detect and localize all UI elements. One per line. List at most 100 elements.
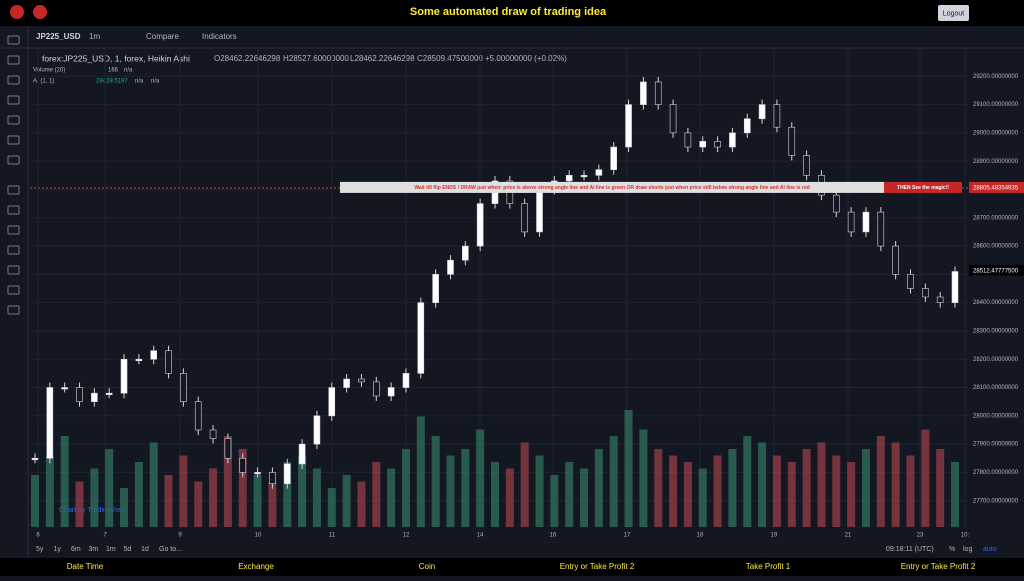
compare-button[interactable]: Compare <box>146 32 179 41</box>
candle-body <box>610 146 618 170</box>
candle-body <box>120 358 128 394</box>
range-button[interactable]: 5d <box>124 546 132 553</box>
tool-icon[interactable] <box>7 115 20 125</box>
y-tick-label: 29000.00000000 <box>973 130 1019 136</box>
volume-bar <box>609 436 618 527</box>
tool-icon[interactable] <box>7 245 20 255</box>
volume-na: n/a <box>124 68 133 74</box>
last-price-box <box>969 264 1024 276</box>
candle-body <box>224 438 232 459</box>
ai-na: n/a <box>151 79 160 85</box>
volume-name: Volume (20) <box>33 68 65 74</box>
candle-body <box>832 194 840 213</box>
range-button[interactable]: 6m <box>71 546 81 553</box>
tool-icon[interactable] <box>7 95 20 105</box>
candle-body <box>254 472 261 475</box>
candle-body <box>194 401 202 431</box>
volume-bar <box>683 462 692 527</box>
clock: 09:18:11 (UTC) <box>886 546 934 553</box>
volume-bar <box>520 442 529 527</box>
volume-bar <box>951 462 959 527</box>
volume-bar <box>164 475 173 527</box>
banner-magic: THEN See the magic!! <box>897 185 949 191</box>
candle-body <box>521 203 528 233</box>
auto-toggle[interactable]: auto <box>983 546 997 553</box>
logout-label[interactable]: Logout <box>943 10 964 17</box>
tool-icon[interactable] <box>7 265 20 275</box>
tool-icon[interactable] <box>7 225 20 235</box>
legend-low: L28462.22646298 <box>350 54 415 63</box>
top-bar <box>0 0 1024 26</box>
volume-bar <box>550 475 559 527</box>
range-button[interactable]: 3m <box>89 546 99 553</box>
tool-icon[interactable] <box>7 55 20 65</box>
tool-icon[interactable] <box>7 135 20 145</box>
candle-body <box>91 392 98 402</box>
volume-bar <box>401 449 410 527</box>
log-toggle[interactable]: log <box>963 546 972 553</box>
y-tick-label: 28700.00000000 <box>973 215 1019 221</box>
range-button[interactable]: 5y <box>36 546 44 553</box>
volume-bar <box>921 429 930 527</box>
volume-bar <box>461 449 470 527</box>
volume-bar <box>906 455 915 527</box>
volume-bar <box>238 449 247 527</box>
candle-body <box>31 457 39 461</box>
volume-bar <box>861 449 870 527</box>
x-tick-label: 23 <box>917 533 924 539</box>
candle-body <box>595 169 603 176</box>
symbol[interactable]: JP225_USD <box>36 32 81 41</box>
x-tick-label: 19 <box>771 533 778 539</box>
volume-bar <box>90 468 99 527</box>
legend-change: +5.00000000 (+0.02%) <box>485 54 567 63</box>
candle-body <box>699 141 707 148</box>
candle-body <box>892 245 899 275</box>
volume-bar <box>268 481 277 527</box>
tool-icon[interactable] <box>7 35 20 45</box>
tool-icon[interactable] <box>7 285 20 295</box>
range-button[interactable]: 1m <box>106 546 116 553</box>
volume-bar <box>698 468 707 527</box>
volume-bar <box>772 455 781 527</box>
volume-bar <box>209 468 218 527</box>
footer-label: Entry or Take Profit 2 <box>560 562 635 571</box>
y-tick-label: 28300.00000000 <box>973 329 1019 335</box>
range-button[interactable]: 1d <box>141 546 149 553</box>
x-tick-label: 10: <box>961 533 970 539</box>
tool-icon[interactable] <box>7 205 20 215</box>
candle-body <box>565 175 573 182</box>
tool-icon[interactable] <box>7 305 20 315</box>
x-tick-label: 7 <box>103 533 107 539</box>
candle-body <box>803 155 810 176</box>
volume-bar <box>327 488 336 527</box>
candle-body <box>877 211 885 247</box>
range-button[interactable]: 1y <box>54 546 62 553</box>
volume-bar <box>387 468 396 527</box>
candle-body <box>402 373 410 388</box>
logout-button[interactable] <box>938 5 969 21</box>
tool-icon[interactable] <box>7 155 20 165</box>
x-tick-label: 6 <box>36 533 40 539</box>
y-tick-label: 28100.00000000 <box>973 385 1019 391</box>
candle-body <box>669 104 677 134</box>
y-tick-label: 28600.00000000 <box>973 244 1019 250</box>
volume-bar <box>75 481 84 527</box>
volume-bar <box>431 436 440 527</box>
interval[interactable]: 1m <box>89 32 100 41</box>
volume-bar <box>787 462 796 527</box>
goto-button[interactable]: Go to... <box>159 546 182 553</box>
tool-icon[interactable] <box>7 185 20 195</box>
volume-bar <box>223 436 232 527</box>
volume-bar <box>357 481 366 527</box>
indicators-button[interactable]: Indicators <box>202 32 237 41</box>
y-tick-label: 29200.00000000 <box>973 74 1019 80</box>
tool-icon[interactable] <box>7 75 20 85</box>
ai-name: AI (1, 1) <box>33 79 54 85</box>
volume-bar <box>372 462 381 527</box>
candle-body <box>387 387 395 397</box>
footer-label: Entry or Take Profit 2 <box>901 562 976 571</box>
percent-toggle[interactable]: % <box>949 546 955 553</box>
x-tick-label: 9 <box>178 533 182 539</box>
candle-body <box>536 189 543 233</box>
candle-body <box>417 302 425 374</box>
